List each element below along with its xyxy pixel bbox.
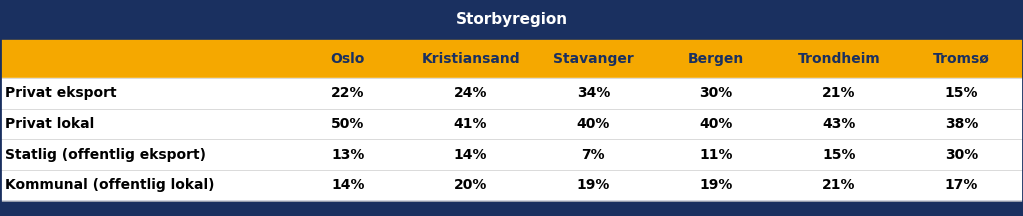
Text: Kommunal (offentlig lokal): Kommunal (offentlig lokal) (5, 178, 215, 192)
Text: 43%: 43% (822, 117, 855, 131)
Text: 34%: 34% (577, 86, 610, 100)
Text: Oslo: Oslo (330, 52, 365, 66)
Bar (0, 78, 1023, 109)
Text: 11%: 11% (700, 148, 732, 162)
Text: 22%: 22% (331, 86, 364, 100)
Bar (0, 139, 1023, 170)
Text: 41%: 41% (454, 117, 487, 131)
Bar (0, 201, 1023, 216)
Text: 15%: 15% (945, 86, 978, 100)
Text: 21%: 21% (822, 86, 855, 100)
Bar (0, 40, 1023, 78)
Text: Privat lokal: Privat lokal (5, 117, 94, 131)
Text: 21%: 21% (822, 178, 855, 192)
Text: 40%: 40% (577, 117, 610, 131)
Text: 40%: 40% (700, 117, 732, 131)
Text: Stavanger: Stavanger (553, 52, 633, 66)
Text: Bergen: Bergen (688, 52, 744, 66)
Text: 14%: 14% (454, 148, 487, 162)
Text: 38%: 38% (945, 117, 978, 131)
Bar (0, 170, 1023, 201)
Text: 50%: 50% (331, 117, 364, 131)
Text: 19%: 19% (577, 178, 610, 192)
Text: 19%: 19% (700, 178, 732, 192)
Text: 17%: 17% (945, 178, 978, 192)
Text: 15%: 15% (822, 148, 855, 162)
Text: Kristiansand: Kristiansand (421, 52, 520, 66)
Text: Storbyregion: Storbyregion (455, 13, 568, 27)
Text: 13%: 13% (331, 148, 364, 162)
Text: 24%: 24% (454, 86, 487, 100)
Text: Statlig (offentlig eksport): Statlig (offentlig eksport) (5, 148, 206, 162)
Text: 14%: 14% (331, 178, 364, 192)
Bar (0, 109, 1023, 139)
Text: 30%: 30% (945, 148, 978, 162)
Text: Trondheim: Trondheim (798, 52, 880, 66)
Text: 7%: 7% (581, 148, 606, 162)
Bar (0, 0, 1023, 40)
Text: 20%: 20% (454, 178, 487, 192)
Text: 30%: 30% (700, 86, 732, 100)
Text: Tromsø: Tromsø (933, 52, 990, 66)
Text: Privat eksport: Privat eksport (5, 86, 117, 100)
